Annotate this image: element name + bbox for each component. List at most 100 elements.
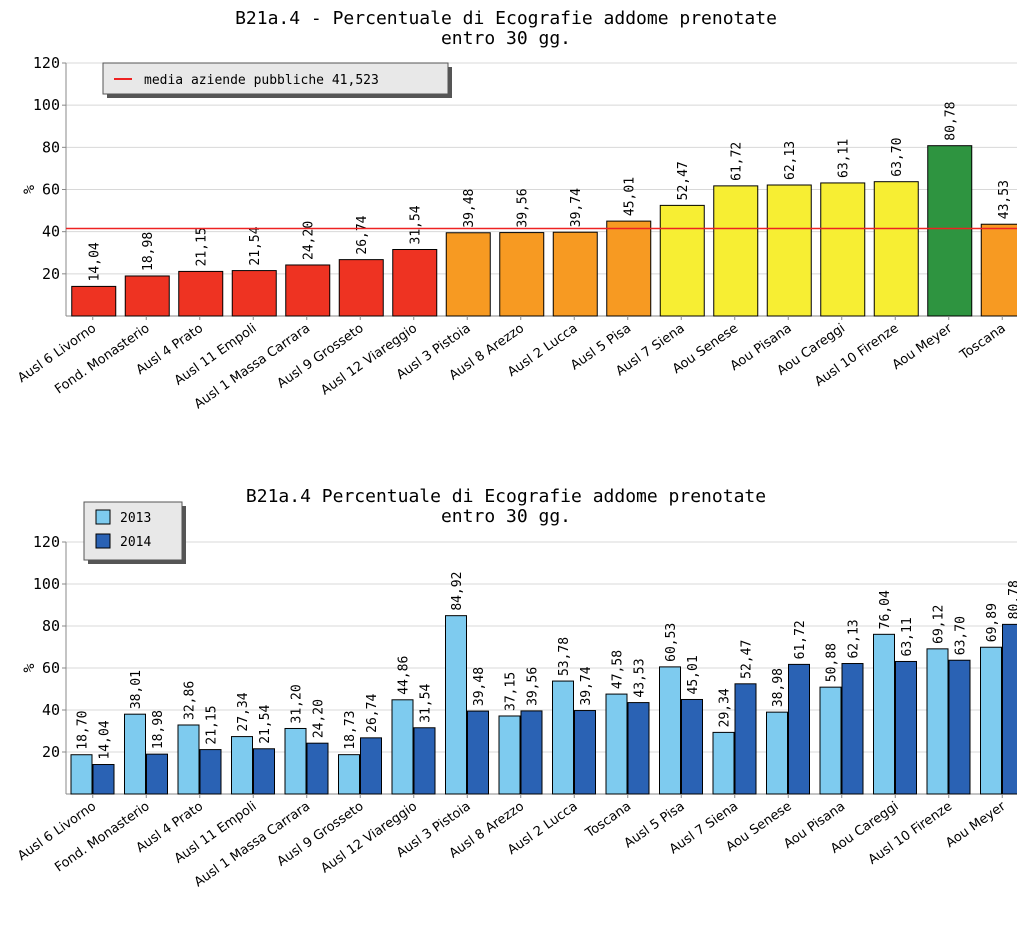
data-label: 39,48: [462, 189, 477, 228]
bar: [178, 270, 224, 317]
bar: [499, 232, 545, 317]
data-label: 21,15: [205, 705, 220, 744]
y-tick-label: 40: [42, 701, 60, 719]
data-label: 38,01: [129, 670, 144, 709]
data-label: 47,58: [611, 650, 626, 689]
data-label: 60,53: [664, 623, 679, 662]
bar-2014: [467, 710, 489, 795]
y-tick-label: 80: [42, 138, 60, 156]
data-label: 69,89: [985, 603, 1000, 642]
bar-2013: [445, 615, 467, 795]
bar: [285, 264, 331, 317]
data-label: 14,04: [88, 242, 103, 281]
bar-2014: [574, 710, 596, 795]
data-label: 80,78: [944, 102, 959, 141]
bar-2014: [734, 683, 757, 795]
data-label: 76,04: [878, 590, 893, 629]
data-label: 63,70: [890, 138, 905, 177]
data-label: 38,98: [771, 668, 786, 707]
data-label: 18,98: [151, 710, 166, 749]
bar-2014: [627, 702, 650, 795]
data-label: 63,11: [837, 139, 852, 178]
data-label: 39,48: [472, 667, 487, 706]
bar-2013: [766, 711, 788, 795]
bar: [766, 184, 812, 317]
bar-2013: [819, 686, 842, 795]
y-tick-label: 40: [42, 223, 60, 241]
bar-2014: [199, 749, 222, 795]
data-label: 84,92: [450, 572, 465, 611]
bar-2013: [177, 724, 200, 795]
bar: [927, 145, 973, 317]
legend: 2013 2014: [83, 501, 186, 564]
y-tick-label: 80: [42, 617, 60, 635]
data-label: 50,88: [825, 643, 840, 682]
legend-label: media aziende pubbliche 41,523: [144, 73, 379, 88]
chart-title-line: entro 30 gg.: [441, 28, 571, 49]
y-tick-label: 20: [42, 265, 60, 283]
data-label: 31,20: [290, 684, 305, 723]
data-label: 24,20: [302, 221, 317, 260]
bar: [231, 270, 277, 317]
bar: [71, 285, 117, 317]
bar: [552, 231, 598, 317]
data-label: 18,70: [76, 711, 91, 750]
bar: [873, 181, 919, 317]
chart-1: B21a.4 - Percentuale di Ecografie addome…: [15, 8, 1017, 412]
data-label: 31,54: [409, 205, 424, 244]
data-label: 44,86: [397, 656, 412, 695]
data-label: 45,01: [686, 655, 701, 694]
data-label: 39,74: [569, 188, 584, 227]
data-label: 69,12: [932, 605, 947, 644]
bar-2013: [70, 754, 93, 795]
x-tick-label: Fond. Monasterio: [52, 799, 152, 875]
bar-2014: [788, 663, 810, 795]
data-label: 24,20: [312, 699, 327, 738]
y-tick-label: 20: [42, 743, 60, 761]
data-label: 32,86: [183, 681, 198, 720]
data-label: 29,34: [718, 688, 733, 727]
bar-2013: [284, 727, 307, 795]
data-label: 21,54: [258, 704, 273, 743]
data-label: 21,15: [195, 227, 210, 266]
data-label: 18,98: [141, 232, 156, 271]
bar-2014: [306, 742, 329, 795]
bar-2013: [124, 713, 146, 795]
bar-2013: [605, 693, 628, 795]
legend-swatch: [95, 509, 111, 525]
bar-2014: [520, 710, 543, 795]
bar: [606, 220, 652, 317]
x-tick-label: Aou Meyer: [943, 799, 1009, 851]
data-label: 26,74: [365, 694, 380, 733]
chart-2: B21a.4 Percentuale di Ecografie addome p…: [15, 486, 1017, 890]
x-tick-label: Aou Meyer: [890, 321, 956, 373]
data-label: 61,72: [793, 620, 808, 659]
bar-2013: [231, 736, 253, 795]
data-label: 39,56: [516, 188, 531, 227]
data-label: 27,34: [236, 692, 251, 731]
bar: [713, 185, 759, 317]
data-label: 80,78: [1007, 580, 1017, 619]
legend-label: 2014: [120, 535, 151, 550]
data-label: 43,53: [997, 180, 1012, 219]
data-label: 39,56: [526, 667, 541, 706]
y-tick-label: 120: [33, 533, 60, 551]
bar-2014: [841, 663, 864, 795]
y-tick-label: 60: [42, 659, 60, 677]
data-label: 63,11: [900, 617, 915, 656]
x-tick-label: Ausl 12 Viareggio: [318, 321, 420, 398]
bar-2014: [146, 753, 168, 795]
data-label: 52,47: [676, 161, 691, 200]
bar-2013: [498, 715, 521, 795]
legend-swatch: [95, 533, 111, 549]
data-label: 18,73: [343, 711, 358, 750]
bar: [124, 275, 170, 317]
data-label: 43,53: [633, 658, 648, 697]
bar-2013: [712, 731, 735, 795]
bar-2013: [391, 699, 414, 795]
legend: media aziende pubbliche 41,523: [102, 62, 452, 98]
bar: [338, 259, 384, 317]
y-tick-label: 120: [33, 54, 60, 72]
data-label: 39,74: [579, 666, 594, 705]
bar: [659, 204, 705, 317]
